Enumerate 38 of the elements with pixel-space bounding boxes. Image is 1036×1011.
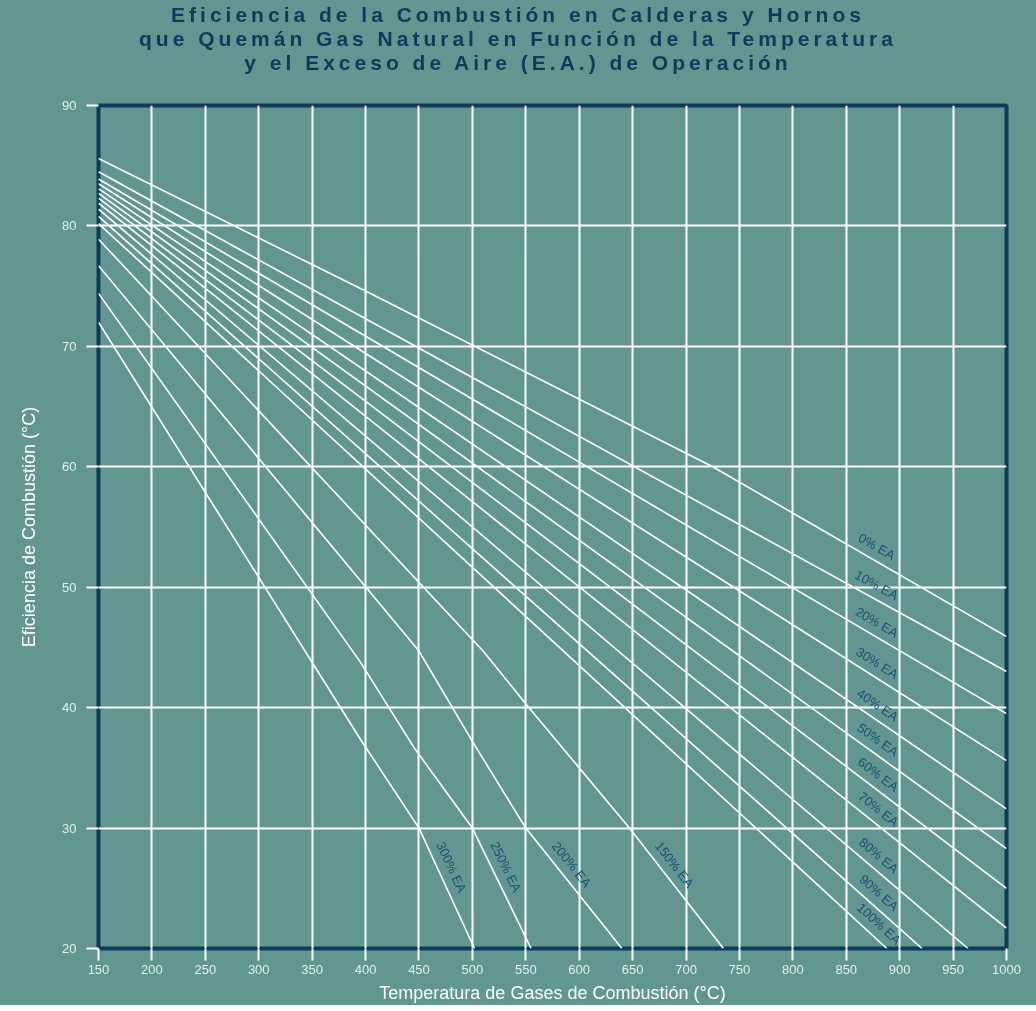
x-tick-label: 750: [728, 961, 751, 977]
y-tick-label: 80: [62, 218, 77, 234]
text: 40% EA: [854, 685, 902, 725]
y-tick-label: 30: [62, 820, 77, 836]
x-tick-label: 700: [675, 961, 697, 977]
x-tick-label: 950: [942, 961, 964, 977]
text: 10% EA: [852, 567, 902, 604]
y-tick-label: 20: [62, 941, 77, 956]
text: 70% EA: [855, 788, 902, 830]
y-tick-label: 90: [62, 98, 77, 113]
x-tick-label: 850: [835, 961, 858, 977]
x-tick-label: 600: [568, 961, 591, 977]
x-tick-label: 450: [408, 961, 430, 977]
x-tick-label: 1000: [992, 961, 1021, 977]
y-tick-label: 70: [62, 338, 77, 354]
y-tick-label: 40: [62, 700, 77, 716]
x-tick-label: 500: [461, 961, 484, 977]
x-tick-label: 400: [354, 961, 377, 977]
text: 0% EA: [855, 530, 899, 564]
x-tick-label: 650: [621, 961, 644, 977]
x-tick-label: 200: [141, 961, 163, 977]
chart-title: Eficiencia de la Combustión en Calderas y Hornos que Quemán Gas Natural en Función de la Temperatura y el Exceso de Aire (E.A.) de Operación: [139, 3, 897, 75]
y-axis-title: Eficiencia de Combustión (°C): [19, 406, 40, 648]
x-tick-label: 250: [194, 961, 217, 977]
text: 80% EA: [855, 834, 902, 877]
x-tick-label: 300: [247, 961, 270, 977]
x-tick-label: 150: [87, 961, 110, 977]
x-tick-label: 800: [782, 961, 804, 977]
y-tick-label: 60: [62, 459, 77, 475]
text: 20% EA: [852, 603, 902, 641]
text: 30% EA: [853, 644, 902, 683]
text: 300% EA: [433, 839, 470, 896]
x-tick-label: 350: [301, 961, 324, 977]
text: 250% EA: [487, 839, 525, 895]
x-tick-label: 900: [888, 961, 911, 977]
y-tick-label: 50: [62, 579, 77, 595]
x-axis-title: Temperatura de Gases de Combustión (°C): [379, 982, 726, 1003]
x-tick-label: 550: [514, 961, 537, 977]
